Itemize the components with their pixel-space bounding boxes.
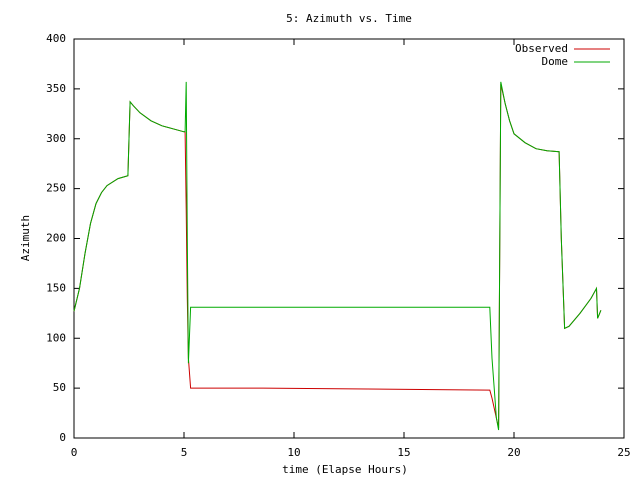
chart-title: 5: Azimuth vs. Time xyxy=(286,12,412,25)
x-tick-label: 0 xyxy=(71,446,78,459)
x-tick-label: 15 xyxy=(397,446,410,459)
plot-frame xyxy=(73,38,625,439)
y-tick-label: 50 xyxy=(53,381,66,394)
x-tick-label: 5 xyxy=(181,446,188,459)
legend-label: Observed xyxy=(515,42,568,55)
y-tick-label: 350 xyxy=(46,82,66,95)
y-axis-label: Azimuth xyxy=(19,215,32,261)
x-tick-label: 25 xyxy=(617,446,630,459)
y-tick-label: 150 xyxy=(46,281,66,294)
series-line xyxy=(73,81,602,431)
y-tick-label: 200 xyxy=(46,232,66,245)
y-tick-label: 300 xyxy=(46,132,66,145)
x-axis-label: time (Elapse Hours) xyxy=(282,463,408,476)
y-tick-label: 250 xyxy=(46,182,66,195)
y-tick-label: 400 xyxy=(46,32,66,45)
legend-label: Dome xyxy=(542,55,569,68)
y-tick-label: 0 xyxy=(59,431,66,444)
x-tick-label: 20 xyxy=(507,446,520,459)
y-tick-label: 100 xyxy=(46,331,66,344)
x-tick-label: 10 xyxy=(287,446,300,459)
series-line xyxy=(73,83,602,429)
